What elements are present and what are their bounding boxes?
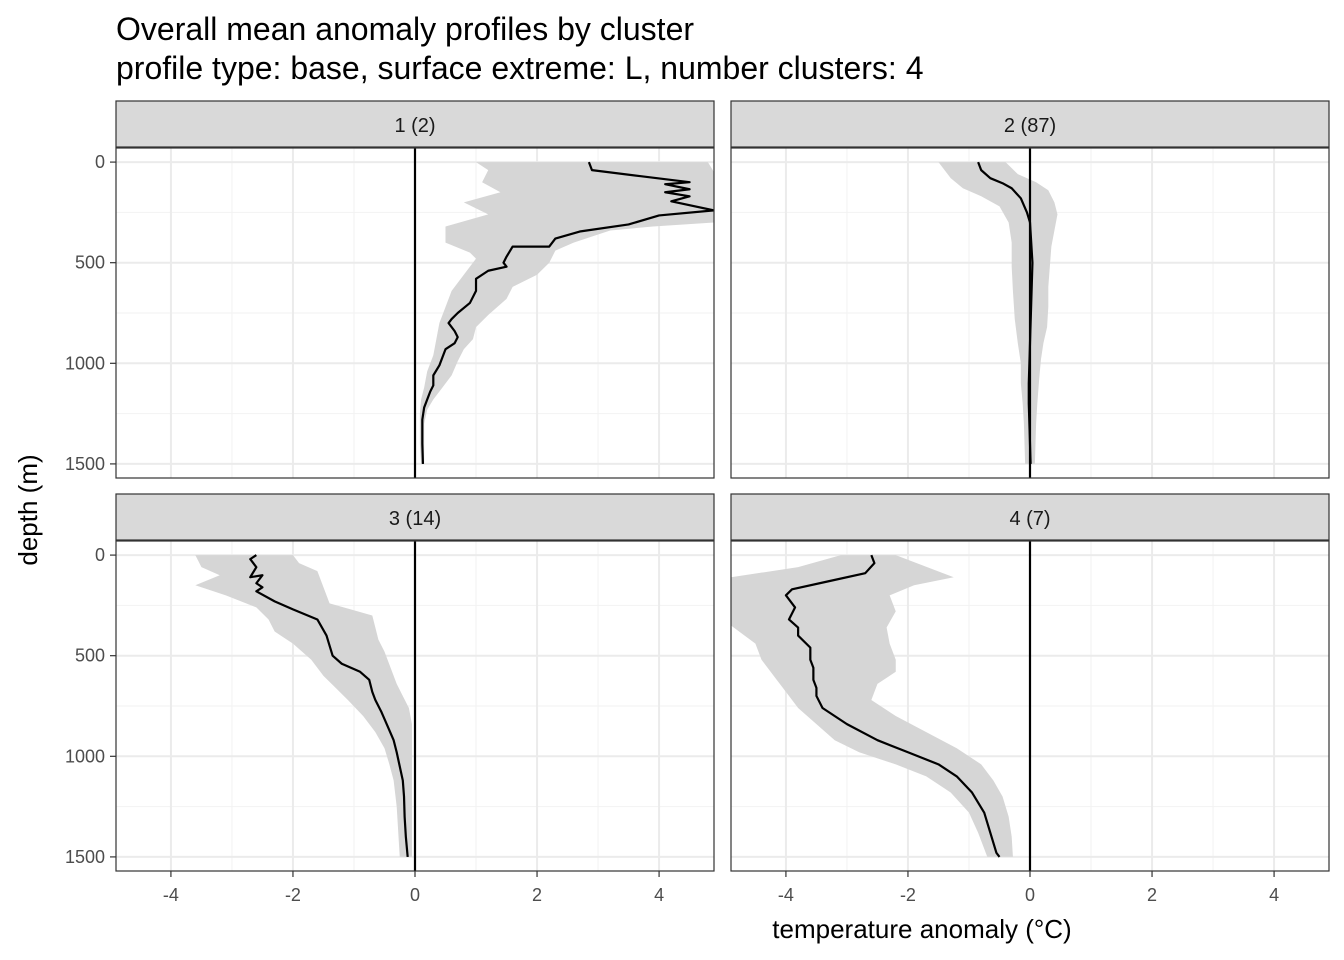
mean-profile-line bbox=[977, 161, 1034, 464]
anomaly-ribbon bbox=[731, 555, 1013, 857]
y-tick-label: 500 bbox=[75, 646, 105, 666]
panel-3: 3 (14) 0 500 1000 1500 -4 -2 0 2 4 bbox=[65, 493, 715, 905]
chart-title: Overall mean anomaly profiles by cluster bbox=[116, 11, 694, 47]
facet-strip bbox=[730, 100, 1330, 148]
x-tick-label: 2 bbox=[1147, 885, 1157, 905]
y-tick-label: 1500 bbox=[65, 847, 105, 867]
chart-subtitle: profile type: base, surface extreme: L, … bbox=[116, 50, 923, 86]
y-tick-label: 500 bbox=[75, 253, 105, 273]
x-tick-label: 2 bbox=[532, 885, 542, 905]
facet-strip-label: 4 (7) bbox=[1009, 508, 1050, 530]
y-tick-label: 0 bbox=[95, 152, 105, 172]
x-tick-label: -2 bbox=[900, 885, 916, 905]
x-tick-label: 4 bbox=[1269, 885, 1279, 905]
x-tick-label: -4 bbox=[163, 885, 179, 905]
x-tick-label: -4 bbox=[778, 885, 794, 905]
x-tick-label: 4 bbox=[654, 885, 664, 905]
panel-1: 1 (2) 0 500 1000 1500 bbox=[65, 100, 715, 479]
y-tick-label: 1000 bbox=[65, 353, 105, 373]
panel-4: 4 (7) -4 -2 0 2 4 bbox=[730, 493, 1330, 905]
x-tick-label: -2 bbox=[285, 885, 301, 905]
mean-profile-line bbox=[421, 161, 714, 464]
anomaly-ribbon bbox=[419, 162, 714, 464]
facet-panels: 1 (2) 0 500 1000 1500 2 (87) 3 (14) 0 500 1000 150… bbox=[65, 100, 1330, 905]
facet-strip-label: 3 (14) bbox=[389, 508, 441, 530]
panel-border bbox=[115, 147, 715, 479]
facet-strip-label: 1 (2) bbox=[394, 115, 435, 137]
y-tick-label: 1000 bbox=[65, 746, 105, 766]
facet-strip bbox=[730, 493, 1330, 541]
x-tick-label: 0 bbox=[1025, 885, 1035, 905]
x-axis-title: temperature anomaly (°C) bbox=[772, 914, 1071, 944]
y-axis-title: depth (m) bbox=[13, 454, 43, 565]
y-tick-label: 0 bbox=[95, 545, 105, 565]
anomaly-ribbon bbox=[195, 555, 412, 857]
mean-profile-line bbox=[784, 554, 1001, 858]
facet-strip bbox=[115, 100, 715, 148]
panel-2: 2 (87) bbox=[730, 100, 1330, 479]
panel-border bbox=[730, 147, 1330, 479]
x-tick-label: 0 bbox=[410, 885, 420, 905]
facet-strip-label: 2 (87) bbox=[1004, 115, 1056, 137]
facet-strip bbox=[115, 493, 715, 541]
y-tick-label: 1500 bbox=[65, 454, 105, 474]
mean-profile-line bbox=[249, 554, 409, 858]
